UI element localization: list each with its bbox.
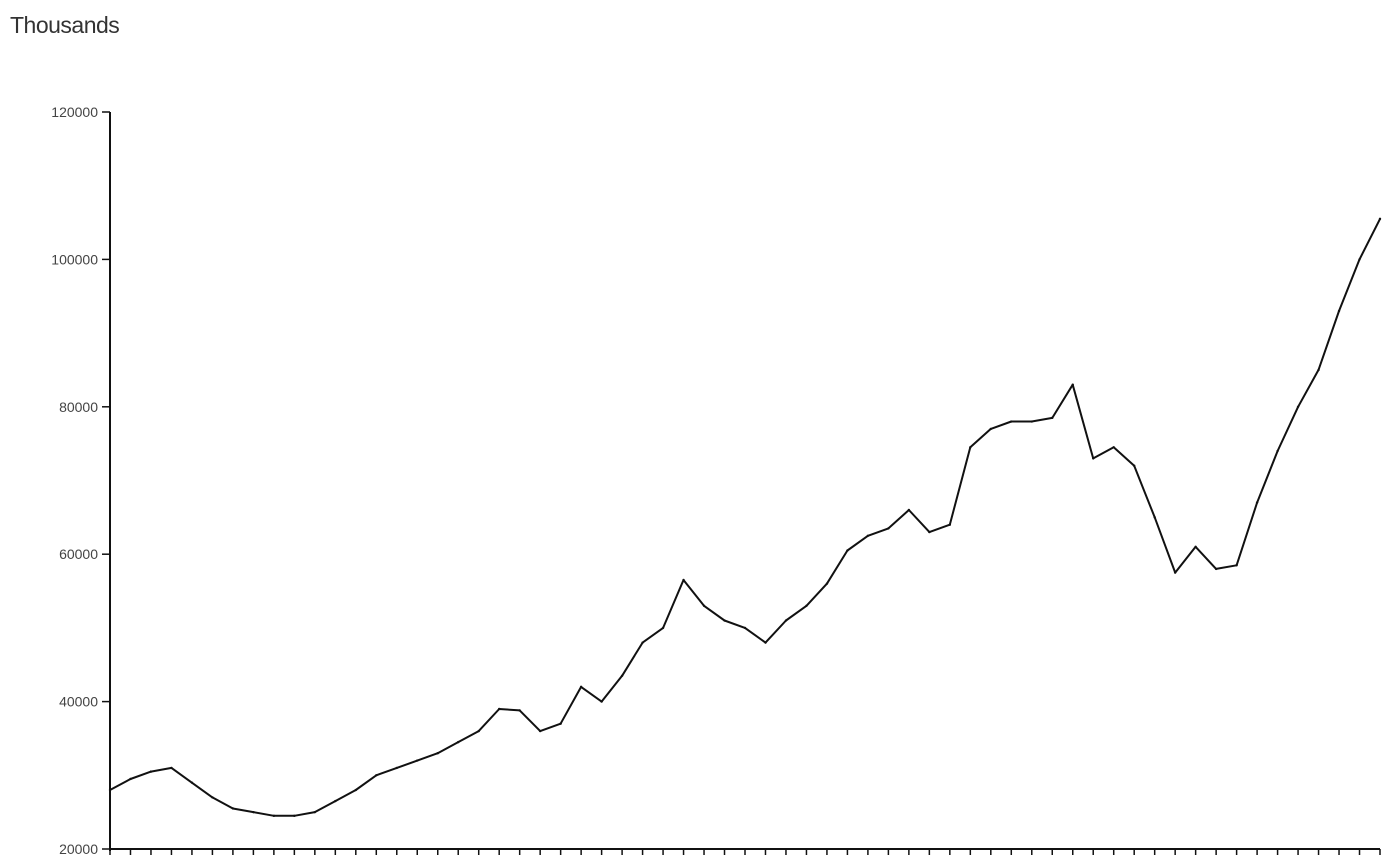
data-point [211,796,214,799]
data-point [1112,446,1115,449]
y-tick-label: 120000 [51,104,98,120]
data-point [354,788,358,792]
data-point [1010,420,1013,423]
data-point [948,523,952,526]
data-point [620,674,624,678]
data-point [989,427,993,431]
y-tick-label: 100000 [51,251,98,267]
data-point [1214,567,1218,571]
data-point [1153,516,1156,519]
data-point [416,759,419,762]
y-tick-label: 20000 [59,841,98,857]
data-point [805,604,808,607]
data-point [1030,420,1033,423]
data-point [928,530,931,534]
x-axis [109,848,1381,855]
data-point [600,700,603,703]
data-point [1235,564,1238,567]
data-point [969,446,972,449]
data-point [457,740,460,744]
y-axis: 120000 100000 80000 60000 40000 20000 [51,104,111,857]
data-point [1051,416,1054,420]
data-point [764,641,767,644]
data-point [866,534,870,537]
data-point [1337,309,1341,313]
data-point [436,751,439,755]
data-point [170,766,173,770]
data-point [1071,383,1074,386]
data-point [723,619,726,622]
data-point [149,770,153,773]
data-point [743,626,747,630]
data-point [395,766,398,770]
data-point [252,810,255,814]
data-point [497,707,501,711]
series-line [109,218,1381,817]
data-point [1255,501,1259,504]
data-point [579,685,583,689]
data-point [538,729,542,733]
data-point [907,508,911,512]
data-point [108,788,112,792]
data-point [1276,449,1279,453]
data-point [661,626,665,630]
data-point [887,527,890,530]
y-tick-label: 40000 [59,694,98,710]
data-point [477,729,480,733]
data-point [518,709,521,712]
data-point [1358,258,1361,261]
data-point [375,774,378,777]
data-point [1132,464,1136,467]
data-point [231,807,235,810]
data-point [334,799,337,803]
data-point [559,722,562,725]
y-axis-unit-label: Thousands [10,12,120,38]
data-point [1194,545,1197,549]
data-point [1317,368,1320,372]
data-point [313,810,317,814]
data-point [190,781,194,784]
data-point [1173,571,1177,574]
data-point [682,578,685,582]
series-layer [108,217,1382,818]
y-tick-label: 80000 [59,399,98,415]
data-point [846,549,849,552]
data-point [1378,217,1382,221]
data-point [784,619,788,622]
data-point [293,814,296,818]
data-point [272,814,276,818]
data-point [825,582,829,585]
y-tick-label: 60000 [59,546,98,562]
data-point [1296,405,1300,408]
data-point [1092,457,1095,460]
data-point [129,777,132,781]
data-point [641,641,644,644]
data-point [702,604,706,607]
